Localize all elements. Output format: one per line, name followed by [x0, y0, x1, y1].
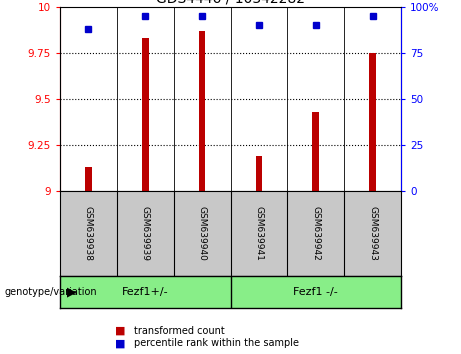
Text: Fezf1+/-: Fezf1+/- — [122, 287, 169, 297]
Text: ■: ■ — [115, 338, 126, 348]
Text: transformed count: transformed count — [134, 326, 225, 336]
Text: Fezf1 -/-: Fezf1 -/- — [293, 287, 338, 297]
Bar — [313, 112, 319, 191]
Text: ■: ■ — [115, 326, 126, 336]
Text: percentile rank within the sample: percentile rank within the sample — [134, 338, 299, 348]
Text: GSM639939: GSM639939 — [141, 206, 150, 261]
Bar — [255, 156, 262, 191]
Bar — [85, 167, 92, 191]
Bar — [369, 53, 376, 191]
Bar — [199, 31, 206, 191]
Title: GDS4446 / 10342282: GDS4446 / 10342282 — [156, 0, 305, 6]
Text: genotype/variation: genotype/variation — [5, 287, 97, 297]
Text: GSM639940: GSM639940 — [198, 206, 207, 261]
Text: ▶: ▶ — [67, 286, 77, 298]
Text: GSM639941: GSM639941 — [254, 206, 263, 261]
Text: GSM639942: GSM639942 — [311, 206, 320, 261]
Text: GSM639938: GSM639938 — [84, 206, 93, 261]
Text: GSM639943: GSM639943 — [368, 206, 377, 261]
Bar — [142, 38, 148, 191]
